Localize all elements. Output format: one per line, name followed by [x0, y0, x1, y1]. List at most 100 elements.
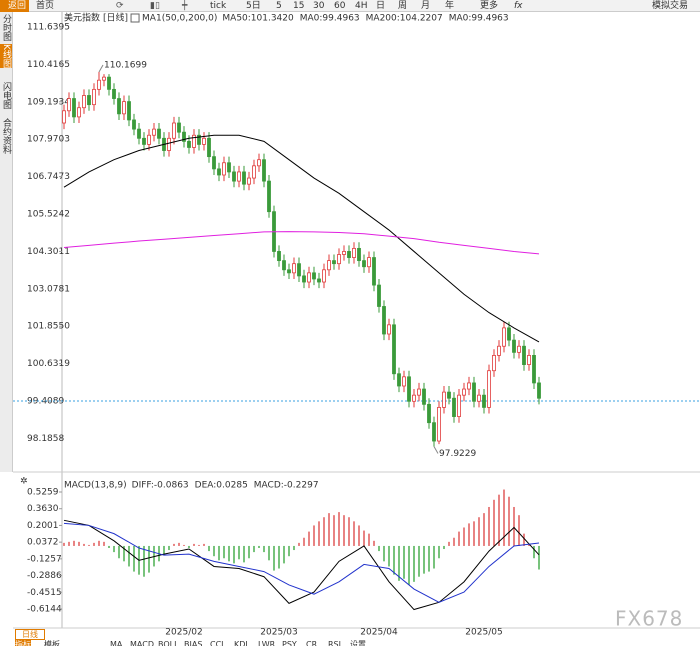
macd-bar [343, 515, 345, 546]
toolbar: 返回 首页 ⟳ ▮▯ ┿ tick 5日 5 15 30 60 4H 日 周 月 年 更多 fx 模拟交易 [0, 0, 700, 12]
period-button[interactable]: 年 [445, 1, 455, 11]
period-button[interactable]: 30 [313, 1, 325, 11]
macd-bar [518, 515, 520, 546]
tool-icon[interactable]: ▮▯ [150, 1, 160, 11]
gear-icon[interactable]: ✲ [20, 477, 28, 487]
y-tick-label: -0.1257 [27, 554, 62, 564]
sidebar-tab[interactable]: 合约资料 [1, 118, 11, 154]
macd-bar [318, 521, 320, 546]
macd-bar [108, 545, 110, 548]
candle-body [142, 137, 146, 145]
indicator-tab[interactable]: BIAS [184, 640, 203, 646]
candle-body [382, 306, 386, 335]
macd-bar [393, 545, 395, 575]
home-button[interactable]: 首页 [36, 1, 55, 11]
macd-bar [538, 545, 540, 570]
candle-body [247, 177, 251, 185]
fx-button[interactable]: fx [514, 1, 523, 11]
indicator-tab[interactable]: CCI [210, 640, 224, 646]
tool-icon[interactable]: ⟳ [116, 1, 124, 11]
period-button[interactable]: 60 [334, 1, 346, 11]
macd-bar [348, 517, 350, 546]
candle-body [327, 260, 331, 271]
indicator-tab[interactable]: MA [110, 640, 123, 646]
candle-body [242, 171, 246, 185]
period-button[interactable]: 4H [355, 1, 368, 11]
macd-bar [68, 541, 70, 546]
indicator-tab[interactable]: 模板 [44, 640, 60, 646]
macd-bar [523, 533, 525, 546]
indicator-tab[interactable]: KDJ [234, 640, 248, 646]
candle-body [477, 394, 481, 402]
macd-bar [228, 545, 230, 562]
indicator-tab[interactable]: LWR [258, 640, 276, 646]
sim-trade-button[interactable]: 模拟交易 [652, 1, 689, 11]
period-button[interactable]: 月 [421, 1, 431, 11]
x-tick-label: 2025/03 [260, 628, 297, 638]
macd-bar [398, 545, 400, 581]
period-label: [日线] [103, 12, 128, 24]
macd-bar [323, 517, 325, 546]
candle-body [187, 140, 191, 148]
sidebar-tab[interactable]: 分时图 [1, 14, 11, 41]
candle-body [147, 134, 151, 145]
moving-average [63, 134, 540, 343]
more-button[interactable]: 更多 [480, 1, 499, 11]
candle-body [132, 119, 136, 130]
macd-bar [438, 545, 440, 559]
macd-bar [103, 541, 105, 546]
sidebar-tab[interactable]: K线图 [0, 44, 12, 68]
period-button[interactable]: 5 [276, 1, 282, 11]
indicator-tab[interactable]: BOLL [158, 640, 179, 646]
candle-body [82, 95, 86, 109]
tick-button[interactable]: tick [210, 1, 227, 11]
bottom-bar: 日线 指标 模板 MA MACD BOLL BIAS CCI KDJ LWR PSY CR RSI 设置 [0, 628, 700, 646]
macd-bar [418, 545, 420, 577]
period-button[interactable]: 日 [376, 1, 386, 11]
period-button[interactable]: 15 [293, 1, 305, 11]
macd-bar [163, 545, 165, 555]
indicator-tab[interactable]: MACD [130, 640, 154, 646]
macd-bar [383, 545, 385, 562]
indicator-tab[interactable]: CR [306, 640, 318, 646]
period-button[interactable]: 5日 [246, 1, 261, 11]
x-tick-label: 2025/04 [360, 628, 398, 638]
macd-bar [128, 545, 130, 567]
indicator-tab[interactable]: RSI [328, 640, 341, 646]
macd-bar [198, 544, 200, 546]
candle-body [312, 272, 316, 280]
candle-body [232, 171, 236, 182]
candle-body [167, 137, 171, 151]
macd-bar [353, 521, 355, 546]
macd-bar [93, 542, 95, 546]
macd-bar [298, 542, 300, 546]
candle-body [387, 324, 391, 335]
candle-body [222, 162, 226, 176]
y-tick-label: 107.9703 [27, 135, 70, 145]
indicator-tab[interactable]: PSY [282, 640, 297, 646]
sidebar-tab[interactable]: 闪电图 [1, 82, 11, 109]
macd-bar [403, 545, 405, 579]
y-tick-label: 0.0372 [27, 538, 59, 548]
indicator-tab[interactable]: 设置 [350, 640, 366, 646]
macd-bar [313, 525, 315, 546]
legend-entry: MA0:99.4963 [300, 14, 360, 24]
y-tick-label: 101.8550 [27, 322, 70, 332]
indicator-tab[interactable]: 指标 [15, 640, 31, 646]
candle-body [417, 388, 421, 396]
macd-bar [213, 545, 215, 557]
period-button[interactable]: 周 [398, 1, 408, 11]
candle-body [112, 88, 116, 99]
candle-body [462, 388, 466, 396]
back-button[interactable]: 返回 [0, 0, 30, 12]
candle-body [217, 168, 221, 176]
y-tick-label: 110.4165 [27, 60, 70, 70]
macd-bar [118, 545, 120, 559]
period-tab[interactable]: 日线 [15, 629, 45, 640]
tool-icon[interactable]: ┿ [182, 1, 188, 11]
macd-bar [488, 506, 490, 546]
candle-body [457, 394, 461, 417]
macd-line [63, 522, 540, 603]
